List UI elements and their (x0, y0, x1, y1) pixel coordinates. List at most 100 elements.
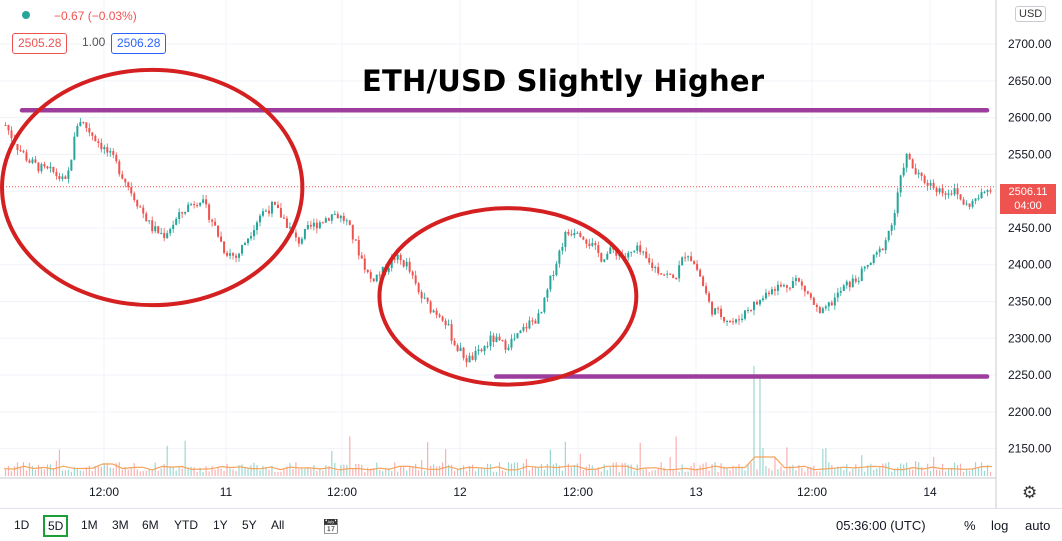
candle-body (932, 182, 935, 189)
volume-bar (331, 450, 333, 476)
candle-body (169, 229, 172, 234)
candle-body (58, 175, 61, 180)
candle-body (267, 210, 270, 214)
volume-bar (723, 466, 725, 476)
annotation-ellipses (0, 67, 639, 387)
volume-bar (130, 468, 132, 476)
candle-body (118, 161, 121, 175)
volume-bar (639, 442, 641, 476)
volume-bar (355, 464, 357, 476)
bid-price[interactable]: 2505.28 (12, 33, 68, 54)
volume-bar (382, 471, 384, 476)
volume-bar (894, 468, 896, 476)
candle-body (157, 226, 160, 233)
candle-body (303, 228, 306, 239)
volume-bar (909, 467, 911, 476)
price-tick-label: 2450.00 (1008, 221, 1052, 235)
volume-bar (190, 466, 192, 476)
log-toggle[interactable]: log (991, 518, 1009, 533)
candlestick-series (4, 117, 992, 368)
volume-bar (397, 471, 399, 476)
candle-body (40, 164, 43, 172)
candle-body (486, 346, 489, 348)
volume-bar (178, 467, 180, 476)
volume-bar (950, 467, 953, 476)
tf-ytd[interactable]: YTD (174, 518, 198, 532)
annotation-ellipse (0, 67, 305, 308)
candle-body (827, 302, 830, 307)
volume-bar (630, 464, 632, 476)
candle-body (327, 218, 330, 221)
volume-bar (328, 466, 330, 476)
candle-body (797, 278, 800, 282)
price-axis[interactable]: 2150.00 2200.00 2250.00 2300.00 2350.00 2400.… (1008, 37, 1052, 455)
volume-bar (795, 470, 797, 476)
candle-body (336, 213, 339, 219)
gear-icon[interactable]: ⚙ (1022, 483, 1038, 502)
volume-bar (501, 470, 504, 476)
volume-bar (959, 463, 962, 476)
candle-body (717, 308, 720, 310)
volume-bar (67, 469, 69, 476)
volume-bar (912, 469, 914, 476)
candle-body (821, 308, 824, 314)
spread-value: 1.00 (82, 35, 106, 49)
volume-bar (19, 467, 22, 476)
tf-3m[interactable]: 3M (112, 518, 129, 532)
candle-body (956, 188, 959, 195)
currency-label[interactable]: USD (1015, 6, 1047, 22)
candle-body (318, 222, 321, 229)
ask-price[interactable]: 2506.28 (111, 33, 167, 54)
candle-body (800, 281, 803, 286)
volume-bar (873, 469, 875, 476)
candle-body (708, 293, 711, 302)
tf-1m[interactable]: 1M (81, 518, 98, 532)
volume-bar (582, 470, 584, 476)
volume-bar (504, 471, 507, 476)
volume-bar (121, 469, 123, 476)
candle-body (845, 281, 848, 286)
tf-1d[interactable]: 1D (14, 518, 30, 532)
candle-body (902, 167, 905, 176)
candle-body (43, 164, 46, 167)
candle-body (507, 347, 510, 350)
volume-bar (16, 462, 19, 476)
time-axis[interactable]: 12:00 11 12:00 12 12:00 13 12:00 14 (89, 485, 937, 499)
candle-body (881, 248, 884, 251)
candle-body (830, 302, 833, 306)
auto-toggle[interactable]: auto (1025, 518, 1051, 533)
tf-5d[interactable]: 5D (43, 515, 69, 537)
volume-bar (714, 462, 716, 476)
volume-bar (148, 469, 150, 476)
volume-bar (735, 467, 737, 476)
volume-bar (792, 464, 794, 476)
tf-6m[interactable]: 6M (142, 518, 159, 532)
candle-body (360, 255, 363, 259)
volume-bar (196, 471, 198, 476)
tf-1y[interactable]: 1Y (213, 518, 228, 532)
annotation-ellipse (377, 206, 639, 387)
calendar-range-icon[interactable]: 📅︎ (322, 518, 340, 534)
volume-bar (498, 462, 501, 476)
candle-body (205, 199, 208, 205)
tf-5y[interactable]: 5Y (242, 518, 257, 532)
volume-bar (7, 466, 10, 476)
candle-body (555, 263, 558, 276)
volume-bar (942, 463, 944, 476)
volume-bar (528, 470, 531, 476)
volume-bar (492, 471, 495, 476)
volume-bar (31, 465, 34, 476)
tf-all[interactable]: All (271, 518, 285, 532)
volume-bar (810, 466, 812, 476)
candle-body (226, 252, 229, 256)
candle-body (923, 176, 926, 183)
volume-bar (924, 471, 926, 476)
candle-body (684, 257, 687, 259)
volume-bar (109, 467, 111, 476)
candle-body (214, 221, 217, 226)
percent-toggle[interactable]: % (964, 518, 976, 533)
candle-body (97, 141, 100, 143)
volume-bar (436, 466, 438, 476)
volume-bar (537, 467, 540, 476)
candle-body (863, 266, 866, 269)
